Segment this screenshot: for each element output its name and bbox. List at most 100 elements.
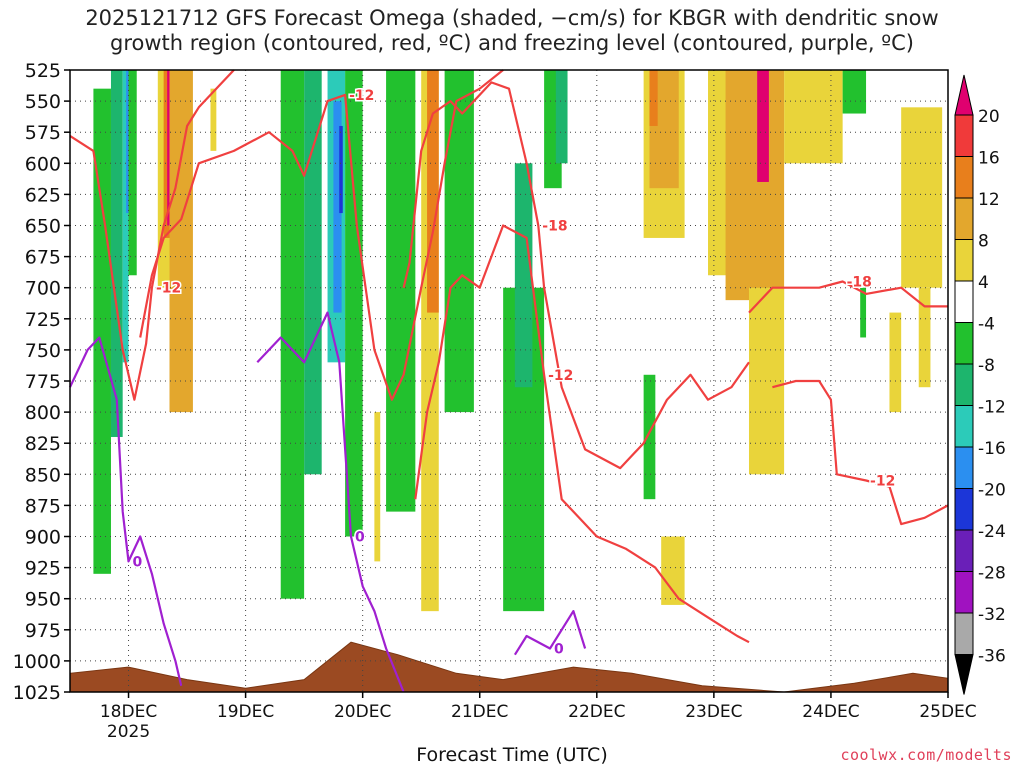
omega-shade-region bbox=[110, 70, 123, 437]
omega-shade-region bbox=[860, 287, 867, 338]
y-tick-label: 1025 bbox=[13, 682, 61, 704]
omega-shade-region bbox=[126, 70, 131, 214]
omega-shade-region bbox=[901, 107, 943, 288]
x-tick-label: 23DEC bbox=[685, 702, 742, 722]
omega-shade-region bbox=[784, 70, 843, 164]
colorbar-label: 16 bbox=[978, 149, 1000, 169]
colorbar-segment bbox=[954, 114, 974, 157]
dgz-contour bbox=[748, 280, 948, 314]
colorbar-top-arrow bbox=[954, 74, 974, 116]
y-tick-label: 750 bbox=[25, 340, 61, 362]
x-tick-label: 24DEC bbox=[802, 702, 859, 722]
colorbar-segment bbox=[954, 612, 974, 655]
dgz-contour-label: -12 bbox=[548, 368, 573, 384]
colorbar-label: -36 bbox=[978, 647, 1006, 667]
omega-shade-region bbox=[889, 312, 902, 413]
omega-shade-region bbox=[210, 88, 217, 151]
colorbar-segment bbox=[954, 529, 974, 572]
freezing-level-contour-label: 0 bbox=[133, 554, 143, 570]
y-tick-label: 850 bbox=[25, 464, 61, 486]
dgz-contour bbox=[402, 81, 750, 470]
omega-shade-region bbox=[661, 536, 685, 605]
x-tick-sublabel: 2025 bbox=[107, 722, 150, 742]
colorbar-label: 20 bbox=[978, 107, 1000, 127]
colorbar-label: -16 bbox=[978, 439, 1006, 459]
colorbar-label: 12 bbox=[978, 190, 1000, 210]
terrain-surface bbox=[69, 641, 949, 693]
x-axis-title: Forecast Time (UTC) bbox=[416, 744, 608, 766]
dgz-contour bbox=[772, 379, 949, 526]
dgz-contour bbox=[414, 224, 750, 644]
y-tick-label: 675 bbox=[25, 247, 61, 269]
omega-shade-region bbox=[339, 125, 343, 214]
colorbar-segment bbox=[954, 571, 974, 614]
colorbar-bottom-arrow bbox=[954, 654, 974, 695]
colorbar-segment bbox=[954, 488, 974, 531]
x-tick-label: 25DEC bbox=[919, 702, 976, 722]
y-tick-label: 775 bbox=[25, 371, 61, 393]
colorbar-label: 8 bbox=[978, 232, 989, 252]
colorbar-segment bbox=[954, 280, 974, 323]
dgz-contour-label: -12 bbox=[349, 88, 374, 104]
chart-title-line-2: growth region (contoured, red, ºC) and f… bbox=[110, 31, 914, 55]
colorbar-segment bbox=[954, 197, 974, 240]
omega-shade-region bbox=[122, 70, 129, 363]
dgz-contour-label: -18 bbox=[542, 219, 567, 235]
y-tick-label: 875 bbox=[25, 495, 61, 517]
colorbar-segment bbox=[954, 239, 974, 282]
y-tick-label: 1000 bbox=[13, 651, 61, 673]
freezing-level-contour bbox=[69, 336, 183, 687]
x-tick-label: 20DEC bbox=[334, 702, 391, 722]
colorbar-segment bbox=[954, 446, 974, 489]
colorbar-label: -28 bbox=[978, 564, 1006, 584]
y-tick-label: 900 bbox=[25, 527, 61, 549]
colorbar-segment bbox=[954, 363, 974, 406]
colorbar-label: 4 bbox=[978, 273, 989, 293]
omega-shade-region bbox=[918, 287, 931, 388]
credit-link[interactable]: coolwx.com/modelts bbox=[840, 746, 1012, 764]
omega-shade-region bbox=[555, 70, 568, 164]
colorbar-label: -24 bbox=[978, 522, 1006, 542]
colorbar-segment bbox=[954, 322, 974, 365]
freezing-level-contour bbox=[256, 311, 405, 693]
omega-shade-region bbox=[167, 70, 171, 226]
omega-shade-region bbox=[128, 70, 137, 276]
y-tick-label: 625 bbox=[25, 184, 61, 206]
colorbar-label: -8 bbox=[978, 356, 995, 376]
dgz-contour-label: -18 bbox=[847, 274, 872, 290]
dgz-contour bbox=[139, 69, 504, 401]
omega-shade-region bbox=[345, 70, 363, 537]
freezing-level-contour-label: 0 bbox=[355, 530, 365, 546]
omega-shade-region bbox=[427, 70, 439, 313]
y-tick-label: 550 bbox=[25, 91, 61, 113]
chart-title-line-1: 2025121712 GFS Forecast Omega (shaded, −… bbox=[85, 6, 939, 30]
y-tick-label: 950 bbox=[25, 589, 61, 611]
omega-shade-region bbox=[725, 70, 785, 301]
y-tick-label: 525 bbox=[25, 60, 61, 82]
omega-shade-region bbox=[93, 88, 111, 574]
omega-shade-region bbox=[374, 412, 381, 562]
y-tick-label: 725 bbox=[25, 309, 61, 331]
y-tick-label: 650 bbox=[25, 216, 61, 238]
omega-shade-region bbox=[757, 70, 769, 182]
y-tick-label: 925 bbox=[25, 558, 61, 580]
omega-shade-region bbox=[643, 374, 656, 500]
y-tick-label: 975 bbox=[25, 620, 61, 642]
colorbar-label: -20 bbox=[978, 481, 1006, 501]
y-tick-label: 575 bbox=[25, 122, 61, 144]
freezing-level-contour bbox=[513, 609, 587, 656]
omega-shade-region bbox=[169, 70, 193, 413]
colorbar-label: -32 bbox=[978, 605, 1006, 625]
y-tick-label: 600 bbox=[25, 153, 61, 175]
colorbar-segment bbox=[954, 156, 974, 199]
y-tick-label: 825 bbox=[25, 433, 61, 455]
colorbar-segment bbox=[954, 405, 974, 448]
y-tick-label: 700 bbox=[25, 278, 61, 300]
colorbar-label: -12 bbox=[978, 398, 1006, 418]
x-tick-label: 18DEC bbox=[100, 702, 157, 722]
x-tick-label: 19DEC bbox=[217, 702, 274, 722]
omega-shade-region bbox=[649, 70, 658, 126]
dgz-contour bbox=[69, 69, 235, 401]
omega-shade-region bbox=[386, 70, 416, 512]
